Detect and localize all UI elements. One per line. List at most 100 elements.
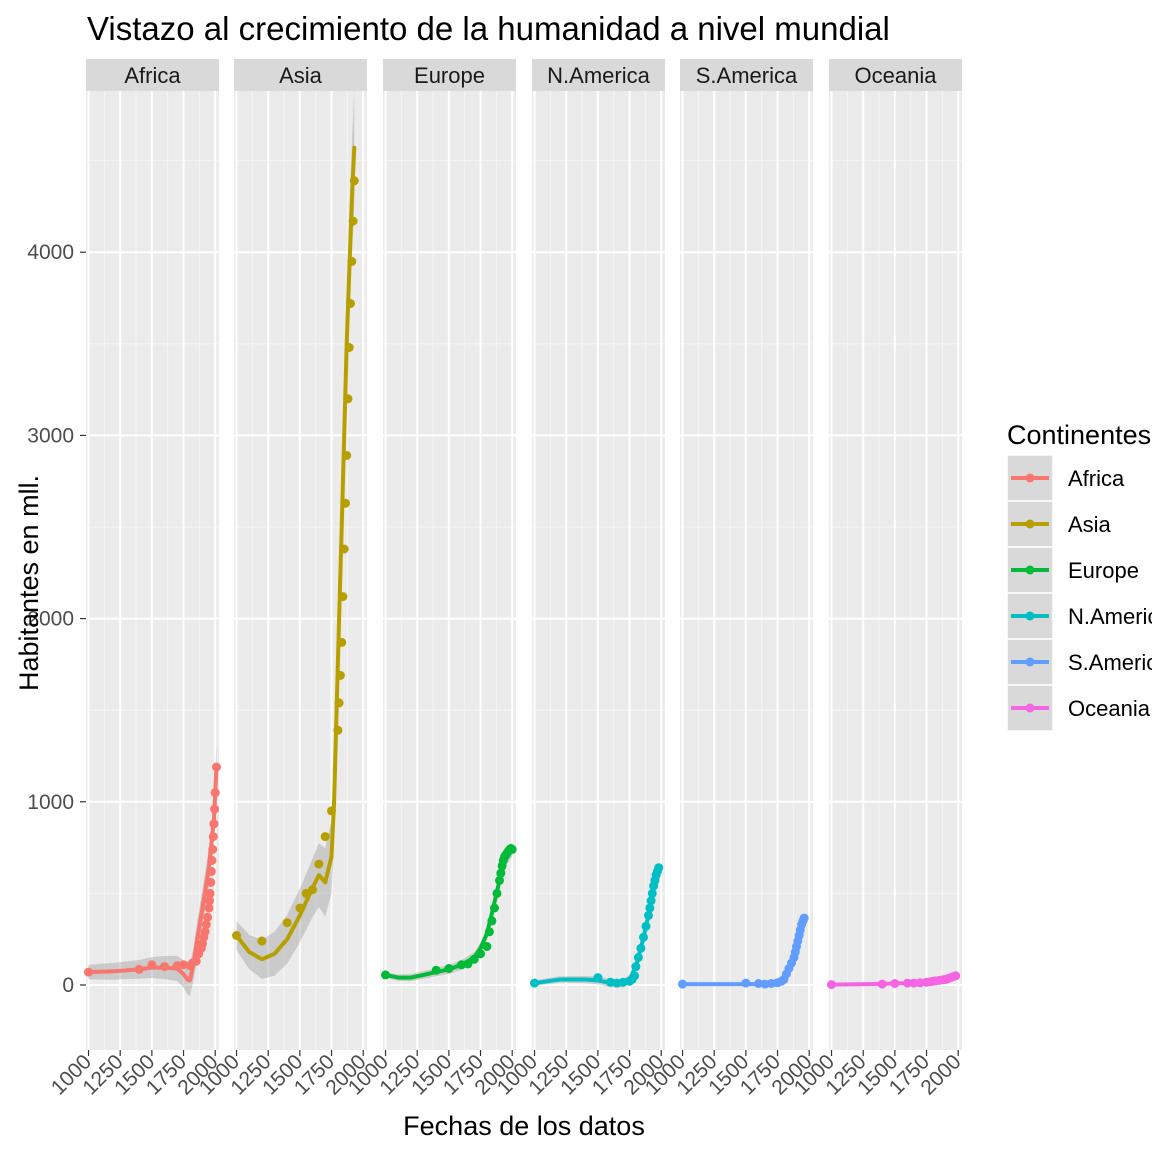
- y-tick-label: 0: [62, 974, 74, 997]
- legend-label: Oceania: [1068, 696, 1151, 721]
- legend-key-point: [1025, 519, 1035, 529]
- legend-key-point: [1025, 611, 1035, 621]
- data-point: [335, 670, 345, 680]
- data-point: [644, 910, 653, 920]
- data-point: [639, 932, 648, 942]
- data-point: [210, 804, 220, 814]
- facet-strip-label: Africa: [124, 63, 181, 88]
- data-point: [890, 979, 900, 988]
- y-tick-label: 1000: [27, 791, 74, 814]
- data-point: [320, 832, 330, 842]
- legend-item: S.America: [1006, 638, 1152, 686]
- data-point: [631, 962, 641, 972]
- data-point: [343, 394, 353, 404]
- data-point: [633, 953, 643, 962]
- data-point: [344, 343, 354, 352]
- data-point: [799, 913, 809, 923]
- data-point: [134, 964, 144, 974]
- legend-item: Europe: [1006, 546, 1139, 594]
- facet-strip: [829, 59, 962, 91]
- y-tick-label: 4000: [27, 241, 74, 264]
- data-point: [654, 863, 664, 873]
- data-point: [205, 896, 214, 906]
- data-point: [203, 912, 213, 922]
- data-point: [334, 698, 344, 708]
- y-tick-label: 3000: [27, 424, 74, 447]
- data-point: [347, 256, 357, 266]
- data-point: [487, 916, 497, 926]
- data-point: [191, 956, 201, 966]
- legend-item: N.America: [1006, 592, 1152, 640]
- facet-strip-label: N.America: [547, 63, 650, 88]
- data-point: [827, 980, 836, 990]
- facet-panels: Africa10001250150017502000Asia1000125015…: [47, 59, 966, 1100]
- facet-strip: [532, 59, 665, 91]
- data-point: [496, 868, 506, 878]
- data-point: [495, 876, 504, 885]
- data-point: [482, 942, 492, 951]
- y-tick-label: 2000: [27, 608, 74, 631]
- data-point: [210, 788, 220, 798]
- data-point: [201, 920, 211, 929]
- facet-strip: [680, 59, 813, 91]
- data-point: [200, 927, 210, 937]
- data-point: [951, 971, 961, 981]
- data-point: [160, 962, 169, 972]
- data-point: [636, 943, 646, 953]
- data-point: [84, 967, 93, 977]
- facet-strip-label: Oceania: [855, 63, 938, 88]
- legend-label: Asia: [1068, 512, 1112, 537]
- data-point: [308, 885, 317, 895]
- data-point: [208, 832, 218, 842]
- data-point: [678, 979, 687, 989]
- data-point: [490, 903, 499, 913]
- facet-strip-label: S.America: [696, 63, 798, 88]
- data-point: [337, 637, 347, 647]
- data-point: [314, 859, 324, 869]
- data-point: [741, 978, 751, 988]
- data-point: [342, 451, 352, 460]
- data-point: [381, 970, 390, 980]
- data-point: [507, 844, 517, 854]
- legend-item: Africa: [1006, 454, 1125, 502]
- legend-key-point: [1025, 473, 1035, 483]
- data-point: [282, 918, 292, 928]
- data-point: [206, 877, 216, 887]
- data-point: [647, 888, 657, 898]
- data-point: [463, 959, 473, 969]
- data-point: [209, 819, 219, 829]
- data-point: [257, 936, 267, 946]
- data-point: [646, 896, 656, 906]
- legend-label: N.America: [1068, 604, 1152, 629]
- data-point: [877, 979, 887, 989]
- data-point: [208, 844, 218, 854]
- x-axis-title: Fechas de los datos: [403, 1111, 645, 1141]
- data-point: [338, 592, 348, 602]
- legend-item: Oceania: [1006, 684, 1151, 732]
- chart-title: Vistazo al crecimiento de la humanidad a…: [87, 10, 890, 47]
- legend: Continentes Africa Asia Europe N.America S.A…: [1006, 420, 1152, 732]
- data-point: [205, 888, 215, 898]
- data-point: [232, 931, 241, 940]
- y-axis-title: Habitantes en mll.: [14, 475, 44, 691]
- data-point: [593, 973, 603, 983]
- data-point: [431, 965, 441, 975]
- data-point: [327, 806, 336, 816]
- data-point: [349, 176, 359, 186]
- y-axis: 0 1000 2000 3000 4000: [27, 241, 86, 997]
- data-point: [341, 498, 350, 508]
- data-point: [346, 299, 355, 308]
- facet-strip: [383, 59, 516, 91]
- data-point: [333, 725, 343, 735]
- data-point: [444, 964, 454, 973]
- data-point: [630, 971, 640, 981]
- data-point: [348, 216, 358, 226]
- data-point: [212, 762, 221, 772]
- data-point: [295, 903, 305, 913]
- facet-strip-label: Europe: [414, 63, 485, 88]
